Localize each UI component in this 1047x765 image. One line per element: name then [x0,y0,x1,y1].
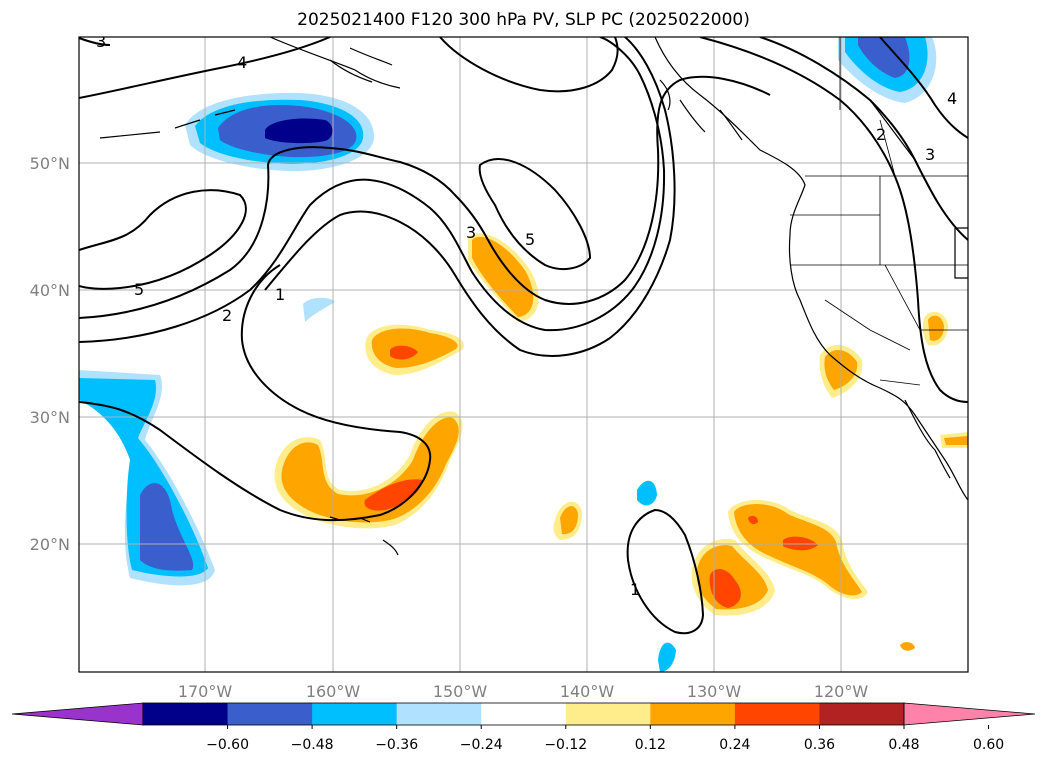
colorbar-segment [312,703,398,725]
contour-label: 2 [222,306,232,325]
lon-tick-label: 140°W [560,682,615,701]
lat-tick-labels: 50°N 40°N 30°N 20°N [30,154,70,554]
slp-contour [79,264,432,522]
contour-label: 5 [134,280,144,299]
lon-tick-label: 160°W [306,682,361,701]
colorbar-tick-label: 0.24 [719,737,750,753]
colorbar: −0.60 −0.48 −0.36 −0.24 −0.12 0.12 0.24 0.36 0.4… [11,702,1036,753]
pv-positive-area [900,642,915,651]
pv-positive-area [560,506,578,535]
colorbar-tick-label: 0.12 [635,737,666,753]
slp-contour [79,189,247,290]
slp-contour [79,75,771,319]
colorbar-segment [650,703,736,725]
slp-contour [79,37,111,46]
colorbar-tick-label: −0.24 [460,737,503,753]
colorbar-ticks: −0.60 −0.48 −0.36 −0.24 −0.12 0.12 0.24 0.36 0.4… [206,725,1004,753]
slp-contour [439,37,619,93]
pv-positive-area [364,479,423,511]
pv-positive-area [928,315,944,341]
colorbar-tick-label: 0.48 [888,737,919,753]
pv-negative-area [303,297,335,322]
lat-tick-label: 20°N [30,535,70,554]
colorbar-tick-label: 0.60 [973,737,1004,753]
lon-tick-label: 120°W [814,682,869,701]
pv-positive-area [390,345,418,360]
colorbar-segment [481,703,567,725]
contour-labels: 3 4 5 2 1 3 5 2 3 4 1 [96,32,957,599]
lat-tick-label: 50°N [30,154,70,173]
pv-negative-area [140,483,194,571]
pv-positive-area [709,568,741,608]
slp-contours [79,37,968,635]
colorbar-segment [396,703,482,725]
contour-label: 1 [275,285,285,304]
lon-tick-labels: 170°W 160°W 150°W 140°W 130°W 120°W [178,682,869,701]
pv-positive-area [783,536,818,551]
pv-positive-area [944,436,968,445]
contour-label: 5 [525,230,535,249]
pv-positive-area [281,417,459,523]
slp-contour [699,37,968,403]
colorbar-extend-low [12,703,143,725]
colorbar-tick-label: −0.12 [544,737,587,753]
contour-label: 4 [237,53,247,72]
contour-label: 2 [876,125,886,144]
pv-positive-area [371,328,458,368]
colorbar-segments [143,703,905,725]
colorbar-segment [734,703,820,725]
pv-negative-area [637,480,657,506]
pv-shading [79,37,968,672]
slp-contour [79,37,331,99]
colorbar-tick-label: −0.60 [206,737,249,753]
pv-negative-area [858,37,910,78]
contour-label: 4 [947,89,957,108]
colorbar-tick-label: 0.36 [804,737,835,753]
pv-positive-area [748,515,758,525]
colorbar-segment [819,703,905,725]
lat-tick-label: 40°N [30,281,70,300]
pv-positive-area [472,236,534,317]
lon-tick-label: 170°W [178,682,233,701]
colorbar-segment [227,703,313,725]
slp-contour [626,509,704,635]
contour-label: 3 [925,145,935,164]
colorbar-tick-label: −0.36 [375,737,418,753]
contour-label: 3 [466,223,476,242]
graticule [79,37,968,672]
lon-tick-label: 130°W [687,682,742,701]
slp-contour [759,37,968,241]
slp-contour [478,158,591,271]
map-title: 2025021400 F120 300 hPa PV, SLP PC (2025… [297,10,750,30]
colorbar-extend-high [904,703,1035,725]
slp-contour [264,37,676,357]
slp-contour [879,37,968,139]
lat-tick-label: 30°N [30,408,70,427]
map-frame [78,36,969,673]
pv-negative-area [265,118,333,144]
lon-tick-label: 150°W [433,682,488,701]
pv-negative-area [658,642,676,672]
slp-contour [79,37,666,343]
colorbar-tick-label: −0.48 [291,737,334,753]
contour-label: 3 [96,32,106,51]
colorbar-segment [143,703,229,725]
colorbar-segment [565,703,651,725]
contour-label: 1 [630,580,640,599]
